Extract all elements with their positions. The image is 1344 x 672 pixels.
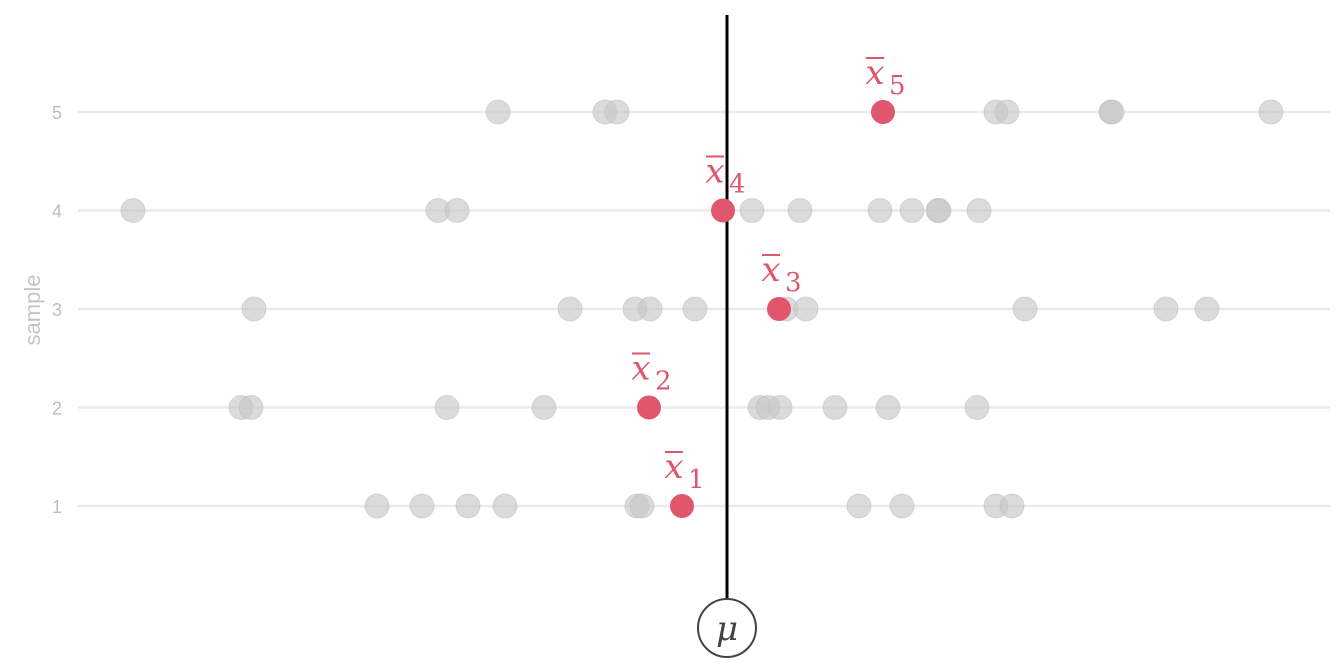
data-point bbox=[492, 493, 518, 519]
data-point bbox=[867, 198, 893, 223]
mean-point bbox=[670, 494, 694, 518]
mu-badge: μ bbox=[697, 598, 757, 658]
svg-text:x: x bbox=[631, 349, 650, 389]
data-point bbox=[964, 395, 990, 420]
data-point bbox=[994, 99, 1020, 125]
data-point bbox=[822, 395, 848, 420]
data-point bbox=[999, 493, 1025, 519]
svg-text:x: x bbox=[705, 152, 724, 192]
data-point bbox=[739, 198, 765, 223]
svg-text:3: 3 bbox=[785, 268, 802, 298]
mean-point bbox=[637, 395, 661, 420]
y-tick-label: 5 bbox=[52, 103, 62, 123]
data-point bbox=[1099, 99, 1125, 125]
data-point bbox=[557, 296, 583, 322]
data-point bbox=[1012, 296, 1038, 322]
data-point bbox=[604, 99, 630, 125]
data-point bbox=[120, 198, 146, 223]
y-tick-label: 2 bbox=[52, 399, 62, 419]
svg-text:x: x bbox=[664, 447, 683, 487]
data-point bbox=[889, 493, 915, 519]
data-point bbox=[682, 296, 708, 322]
data-point bbox=[926, 198, 952, 223]
y-tick-label: 4 bbox=[52, 202, 62, 222]
data-point bbox=[1194, 296, 1220, 322]
data-point bbox=[409, 493, 435, 519]
data-point bbox=[637, 296, 663, 322]
mean-point bbox=[767, 297, 791, 321]
data-point bbox=[241, 296, 267, 322]
data-point bbox=[899, 198, 925, 223]
mean-point bbox=[711, 198, 735, 223]
mean-point bbox=[871, 100, 895, 124]
mu-label: μ bbox=[716, 609, 738, 649]
data-point bbox=[793, 296, 819, 322]
svg-text:2: 2 bbox=[655, 367, 672, 397]
y-axis-ticks: 1 2 3 4 5 bbox=[52, 103, 62, 517]
data-point bbox=[485, 99, 511, 125]
mu-circle bbox=[697, 598, 757, 658]
data-point bbox=[767, 395, 793, 420]
data-point bbox=[364, 493, 390, 519]
data-point bbox=[1153, 296, 1179, 322]
y-tick-label: 3 bbox=[52, 300, 62, 320]
data-point bbox=[966, 198, 992, 223]
data-point bbox=[629, 493, 655, 519]
data-point bbox=[846, 493, 872, 519]
svg-text:x: x bbox=[761, 250, 780, 290]
svg-text:x: x bbox=[865, 53, 884, 93]
data-point bbox=[444, 198, 470, 223]
data-point bbox=[1258, 99, 1284, 125]
svg-text:1: 1 bbox=[688, 465, 705, 495]
svg-text:5: 5 bbox=[889, 71, 906, 101]
sample-means: x 1x 2x 3x 4x 5 bbox=[631, 53, 906, 518]
data-point bbox=[455, 493, 481, 519]
y-axis-title: sample bbox=[20, 275, 45, 346]
data-point bbox=[238, 395, 264, 420]
data-point bbox=[875, 395, 901, 420]
data-point bbox=[434, 395, 460, 420]
svg-text:4: 4 bbox=[729, 170, 746, 200]
y-tick-label: 1 bbox=[52, 497, 62, 517]
data-point bbox=[531, 395, 557, 420]
sample-points bbox=[120, 99, 1284, 519]
data-point bbox=[787, 198, 813, 223]
